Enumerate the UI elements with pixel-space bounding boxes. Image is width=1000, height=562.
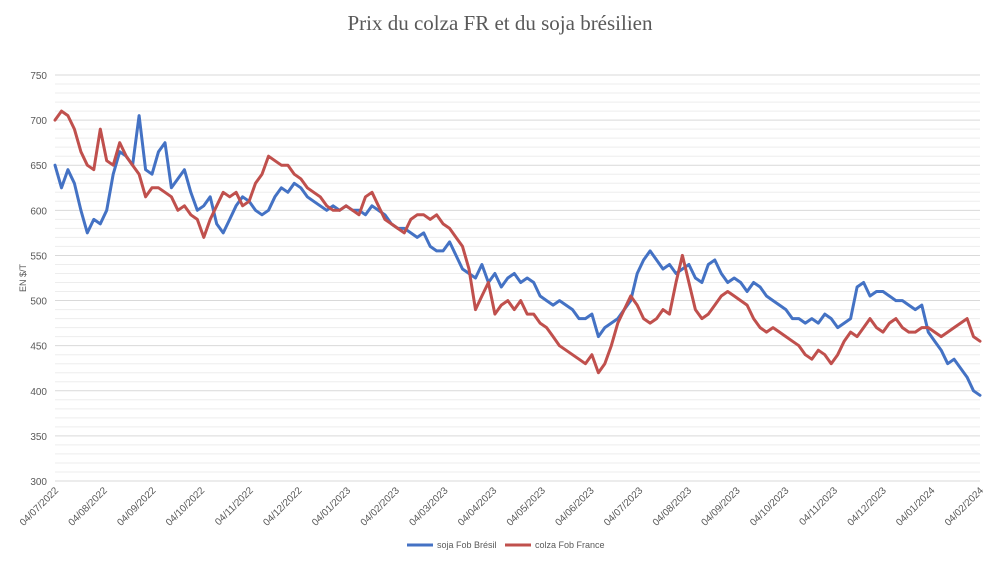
series-line-2 xyxy=(53,109,982,375)
legend: soja Fob Brésil colza Fob France xyxy=(407,540,605,550)
x-tick-label: 04/08/2023 xyxy=(651,485,694,528)
y-tick-label: 300 xyxy=(30,477,47,488)
y-axis-ticks: 300 350 400 450 500 550 600 650 700 750 xyxy=(30,71,47,488)
x-tick-label: 04/07/2022 xyxy=(18,485,61,528)
x-tick-label: 04/10/2023 xyxy=(748,485,791,528)
y-tick-label: 600 xyxy=(30,206,47,217)
x-tick-label: 04/12/2022 xyxy=(261,485,304,528)
legend-label: colza Fob France xyxy=(535,540,605,550)
x-tick-label: 04/05/2023 xyxy=(505,485,548,528)
x-tick-label: 04/03/2023 xyxy=(407,485,450,528)
gridlines xyxy=(55,74,980,482)
x-tick-label: 04/04/2023 xyxy=(456,485,499,528)
y-tick-label: 350 xyxy=(30,432,47,443)
series-lines xyxy=(53,109,982,397)
x-tick-label: 04/02/2024 xyxy=(943,485,986,528)
legend-label: soja Fob Brésil xyxy=(437,540,497,550)
x-tick-label: 04/01/2024 xyxy=(894,485,937,528)
y-axis-label: EN $/T xyxy=(18,263,28,292)
x-tick-label: 04/06/2023 xyxy=(553,485,596,528)
x-tick-label: 04/09/2022 xyxy=(115,485,158,528)
chart-title: Prix du colza FR et du soja brésilien xyxy=(347,11,653,35)
x-tick-label: 04/07/2023 xyxy=(602,485,645,528)
x-tick-label: 04/11/2023 xyxy=(797,485,840,528)
x-tick-label: 04/12/2023 xyxy=(846,485,889,528)
series-line-1 xyxy=(53,114,982,397)
y-tick-label: 500 xyxy=(30,297,47,308)
x-tick-label: 04/10/2022 xyxy=(164,485,207,528)
x-tick-label: 04/11/2022 xyxy=(213,485,256,528)
y-tick-label: 650 xyxy=(30,161,47,172)
x-tick-label: 04/02/2023 xyxy=(359,485,402,528)
x-tick-label: 04/08/2022 xyxy=(67,485,110,528)
x-axis-ticks: 04/07/2022 04/08/2022 04/09/2022 04/10/2022… xyxy=(18,485,986,528)
y-tick-label: 400 xyxy=(30,387,47,398)
y-tick-label: 550 xyxy=(30,251,47,262)
y-tick-label: 700 xyxy=(30,116,47,127)
x-tick-label: 04/01/2023 xyxy=(310,485,353,528)
y-tick-label: 450 xyxy=(30,342,47,353)
y-tick-label: 750 xyxy=(30,71,47,82)
x-tick-label: 04/09/2023 xyxy=(700,485,743,528)
